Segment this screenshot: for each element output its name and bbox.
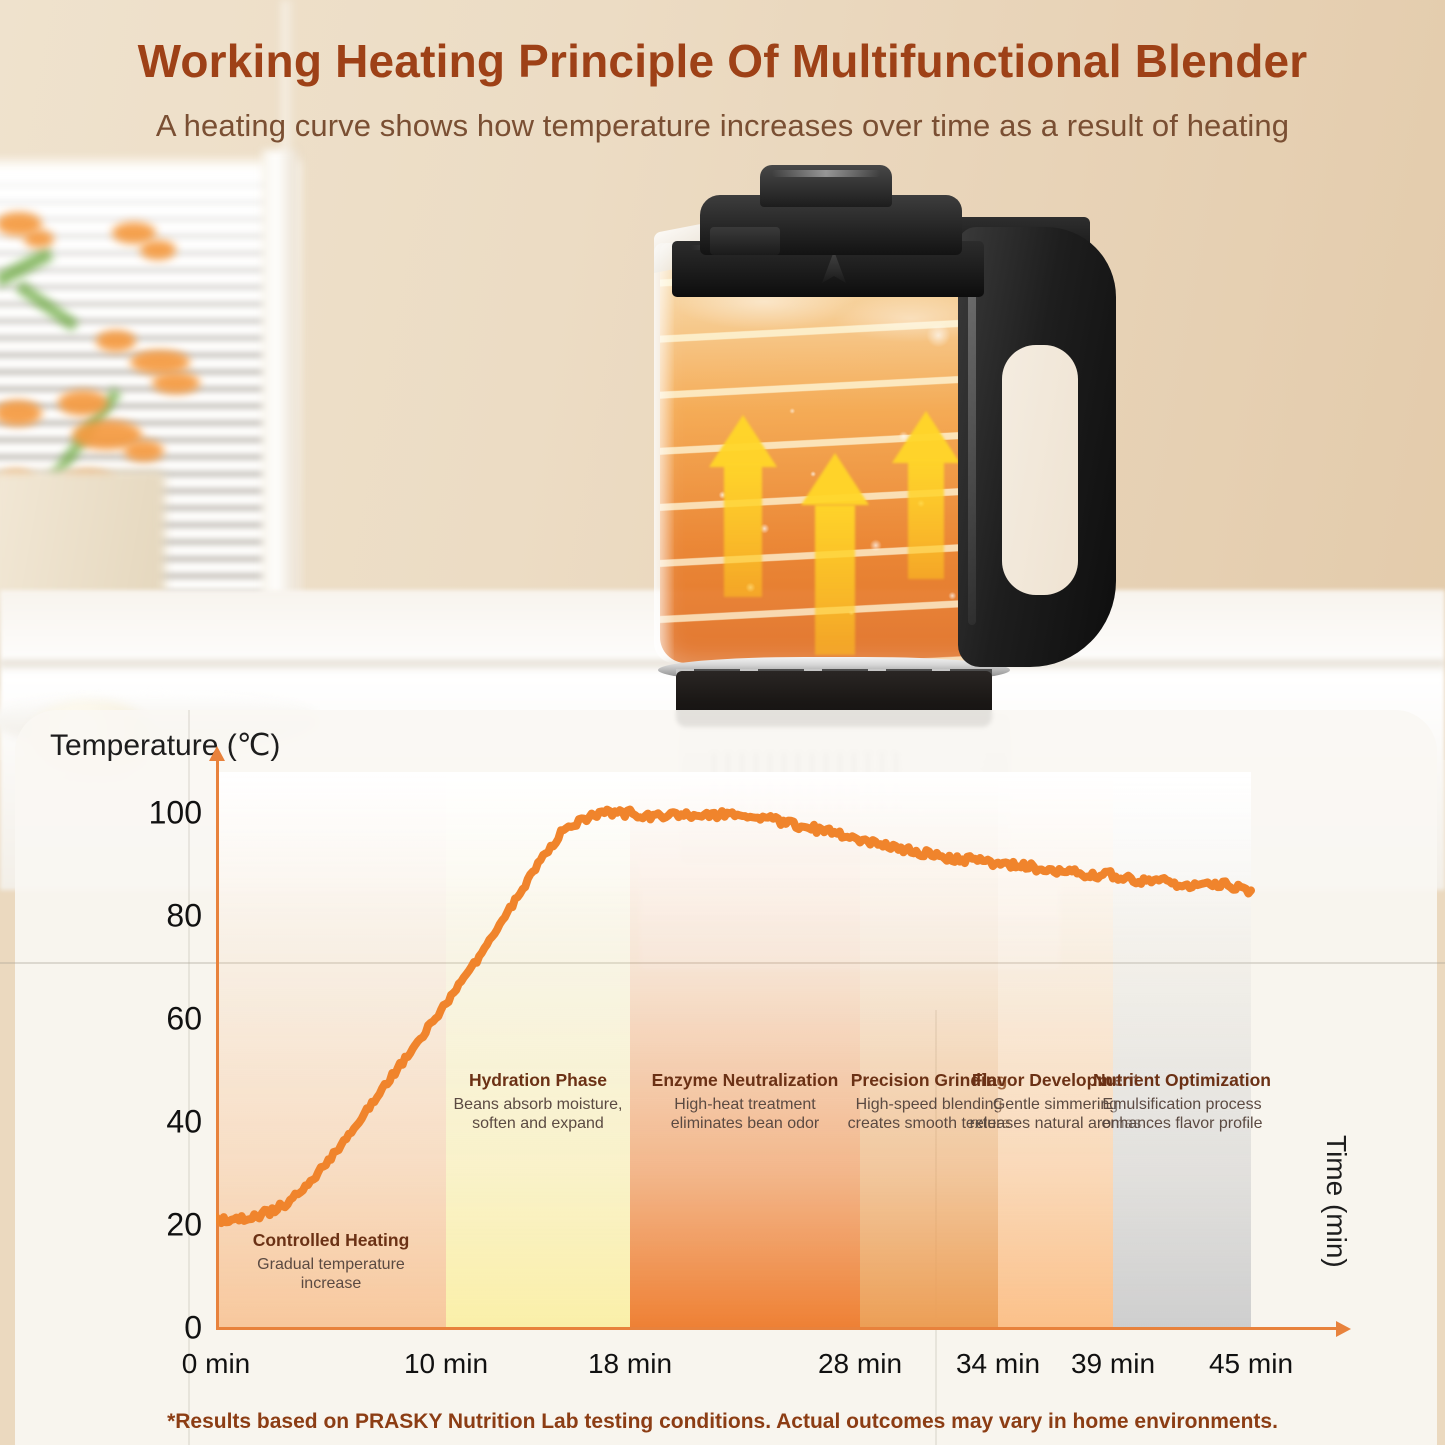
x-axis-arrow-icon xyxy=(1336,1321,1351,1337)
phase-description: Gradual temperature increase xyxy=(257,1255,405,1293)
phase-label-2: Hydration Phase Beans absorb moisture, so… xyxy=(444,1070,632,1133)
phase-title: Hydration Phase xyxy=(468,1070,608,1090)
heat-arrow-shaft xyxy=(815,505,855,655)
y-axis-title: Temperature (℃) xyxy=(50,729,281,762)
phase-label-5: Flavor Development Gentle simmering relea… xyxy=(962,1070,1150,1133)
x-tick-label: 28 min xyxy=(817,1348,903,1379)
flower-blossom xyxy=(124,440,164,462)
phase-label-3: Enzyme Neutralization High-heat treatment… xyxy=(651,1070,839,1133)
page-subtitle: A heating curve shows how temperature in… xyxy=(155,108,1290,143)
lid-cap xyxy=(760,165,892,207)
x-tick-label: 45 min xyxy=(1208,1348,1294,1379)
y-tick-label: 100 xyxy=(148,794,202,831)
lid-cap-highlight xyxy=(772,170,880,177)
handle-highlight xyxy=(968,245,976,625)
heating-curve-chart: Temperature (℃) Time (min) Controlled He… xyxy=(0,710,1445,1445)
phase-description: Beans absorb moisture, soften and expand xyxy=(453,1095,623,1133)
y-tick-label: 60 xyxy=(166,1000,202,1037)
phase-label-4: Precision Grinding High-speed blending cr… xyxy=(835,1070,1023,1133)
blender-jar xyxy=(660,243,1008,663)
y-tick-label: 40 xyxy=(166,1103,202,1140)
temperature-curve xyxy=(216,805,1255,1228)
x-tick-label: 39 min xyxy=(1070,1348,1156,1379)
y-axis-arrow-icon xyxy=(209,746,225,761)
heat-arrow-up-icon xyxy=(892,411,960,463)
footnote-disclaimer: *Results based on PRASKY Nutrition Lab t… xyxy=(167,1410,1278,1433)
heat-arrow-up-icon xyxy=(801,453,869,505)
phase-title: Enzyme Neutralization xyxy=(651,1070,839,1090)
phase-description: High-speed blending creates smooth textu… xyxy=(847,1095,1011,1133)
x-tick-label: 10 min xyxy=(403,1348,489,1379)
photo-seam xyxy=(188,710,190,1445)
x-axis-line xyxy=(216,1327,1338,1330)
phase-description: High-heat treatment eliminates bean odor xyxy=(670,1095,820,1133)
x-tick-label: 0 min xyxy=(181,1348,251,1379)
y-axis-line xyxy=(216,758,219,1330)
phase-title: Nutrient Optimization xyxy=(1093,1070,1271,1090)
flower-blossom xyxy=(96,330,136,352)
window-frame xyxy=(262,150,298,630)
phase-description: Emulsification process enhances flavor p… xyxy=(1101,1095,1263,1133)
lid-notch xyxy=(710,227,780,255)
page-title: Working Heating Principle Of Multifuncti… xyxy=(137,35,1308,87)
curve-path xyxy=(216,805,1255,1228)
phase-label-1: Controlled Heating Gradual temperature in… xyxy=(237,1230,425,1293)
blender-product-image: WARNING xyxy=(640,165,1150,969)
phase-band xyxy=(630,772,860,1328)
flower-blossom xyxy=(140,240,176,260)
phase-band xyxy=(860,772,998,1328)
phase-description: Gentle simmering releases natural aromas xyxy=(969,1095,1142,1133)
y-tick-label: 0 xyxy=(184,1309,202,1346)
heat-arrow-shaft xyxy=(724,465,762,597)
flower-blossom xyxy=(152,372,200,394)
phase-title: Flavor Development xyxy=(971,1070,1140,1090)
x-tick-label: 18 min xyxy=(587,1348,673,1379)
phase-title: Controlled Heating xyxy=(252,1230,410,1250)
x-tick-label: 34 min xyxy=(955,1348,1041,1379)
flower-blossom xyxy=(112,222,156,244)
heat-arrow-shaft xyxy=(908,461,944,579)
flower-blossom xyxy=(0,400,42,426)
y-tick-label: 80 xyxy=(166,897,202,934)
flower-blossom xyxy=(24,230,54,248)
phase-title: Precision Grinding xyxy=(850,1070,1008,1090)
handle-opening xyxy=(1002,345,1078,595)
y-tick-label: 20 xyxy=(166,1206,202,1243)
jar-glass-highlight-left xyxy=(654,243,674,663)
phase-label-6: Nutrient Optimization Emulsification proc… xyxy=(1088,1070,1276,1133)
flower-blossom xyxy=(58,390,108,416)
phase-band xyxy=(1113,772,1251,1328)
heat-arrow-up-icon xyxy=(709,415,777,467)
flower-blossom xyxy=(130,350,190,374)
